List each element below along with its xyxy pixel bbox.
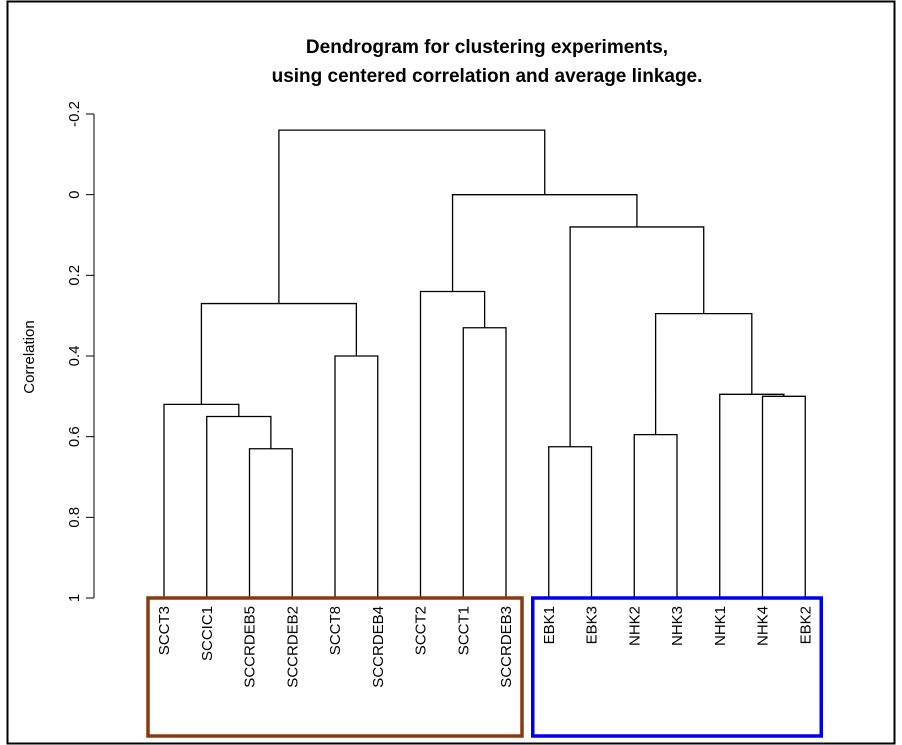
y-tick-label: -0.2 — [66, 101, 83, 127]
leaf-label: EBK2 — [797, 606, 814, 644]
dendrogram-link — [278, 129, 546, 304]
leaf-label: SCCRDEB3 — [498, 606, 515, 688]
chart-title-line1: Dendrogram for clustering experiments, — [306, 37, 668, 58]
dendrogram-link — [719, 393, 785, 598]
leaf-label: NHK2 — [626, 606, 643, 646]
y-tick-label: 0.8 — [66, 507, 83, 528]
dendrogram-link — [451, 194, 638, 292]
leaf-label: SCCRDEB5 — [242, 606, 259, 688]
leaf-label: EBK1 — [541, 606, 558, 644]
dendrogram-links — [163, 129, 806, 598]
dendrogram-link — [419, 290, 486, 598]
leaf-label: SCCT3 — [156, 606, 173, 655]
leaf-label: SCCT1 — [455, 606, 472, 655]
y-tick-label: 0 — [66, 190, 83, 198]
group-box — [146, 596, 524, 738]
group-boxes — [146, 596, 823, 738]
leaf-label: SCCRDEB4 — [370, 606, 387, 688]
y-tick-label: 0.6 — [66, 426, 83, 447]
dendrogram-link — [462, 327, 507, 598]
leaf-label: SCCT2 — [413, 606, 430, 655]
y-axis: -0.2 0 0.2 0.4 0.6 0.8 1 — [66, 101, 95, 602]
leaf-label: SCCT8 — [327, 606, 344, 655]
group-box — [531, 596, 823, 738]
dendrogram-link — [248, 448, 293, 598]
leaf-label: NHK1 — [712, 606, 729, 646]
y-axis-label: Correlation — [21, 320, 38, 393]
leaf-label: EBK3 — [584, 606, 601, 644]
chart-frame — [6, 0, 896, 745]
dendrogram-link — [200, 302, 358, 405]
y-tick-label: 0.2 — [66, 265, 83, 286]
y-tick-label: 0.4 — [66, 346, 83, 367]
leaf-label: NHK3 — [669, 606, 686, 646]
y-tick-label: 1 — [66, 594, 83, 602]
leaf-labels: SCCT3 SCCIC1 SCCRDEB5 SCCRDEB2 SCCT8 SCCRDEB4… — [156, 606, 814, 688]
leaf-label: SCCIC1 — [199, 606, 216, 661]
chart-title-line2: using centered correlation and average l… — [272, 66, 703, 87]
leaf-label: NHK4 — [755, 606, 772, 646]
leaf-label: SCCRDEB2 — [284, 606, 301, 688]
